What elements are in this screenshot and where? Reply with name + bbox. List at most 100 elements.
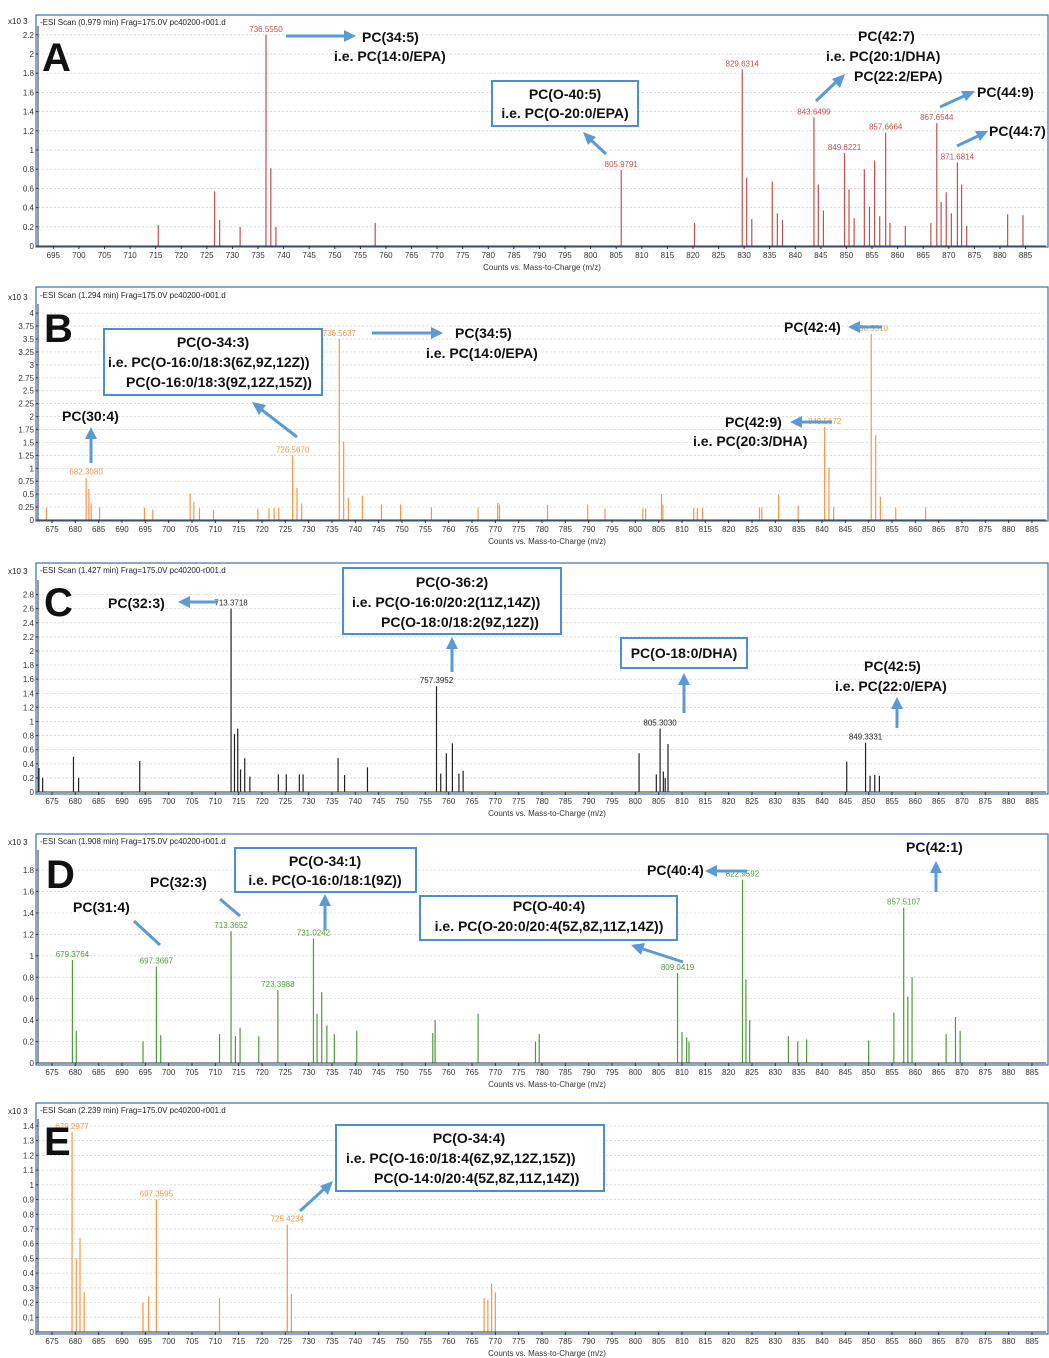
x-tick-label: 780 (535, 1337, 549, 1346)
x-tick-label: 705 (185, 797, 199, 806)
panel-b-annot-pc42-4: PC(42:4) (784, 319, 882, 335)
peak-label: 822.9592 (726, 870, 760, 879)
x-tick-label: 840 (815, 1337, 829, 1346)
annot-line: i.e. PC(20:1/DHA) (826, 48, 940, 64)
x-tick-label: 805 (652, 1068, 666, 1077)
x-tick-label: 750 (328, 251, 342, 260)
x-tick-label: 760 (379, 251, 393, 260)
x-tick-label: 865 (932, 525, 946, 534)
y-tick-label: 1 (30, 464, 35, 473)
x-tick-label: 805 (652, 1337, 666, 1346)
arrow-head-icon (446, 637, 458, 649)
y-tick-label: 2.4 (23, 619, 35, 628)
x-tick-label: 700 (162, 797, 176, 806)
x-tick-label: 805 (652, 525, 666, 534)
peak-label: 871.6814 (941, 152, 975, 161)
x-tick-label: 680 (69, 525, 83, 534)
x-tick-label: 840 (815, 1068, 829, 1077)
annot-line: i.e. PC(O-16:0/18:4(6Z,9Z,12Z,15Z)) (346, 1150, 576, 1166)
x-tick-label: 865 (932, 1068, 946, 1077)
annot-box (620, 637, 748, 669)
panel-c-letter: C (44, 581, 73, 625)
x-tick-label: 870 (942, 251, 956, 260)
x-tick-label: 685 (92, 1068, 106, 1077)
arrow-up-left-icon (589, 138, 608, 156)
y-tick-label: 0.6 (23, 995, 35, 1004)
x-tick-label: 765 (465, 1337, 479, 1346)
x-tick-label: 865 (932, 1337, 946, 1346)
x-tick-label: 785 (559, 797, 573, 806)
y-tick-label: 0.2 (23, 774, 35, 783)
annot-line: PC(42:5) (864, 658, 921, 674)
y-tick-label: 0.6 (23, 1240, 35, 1249)
x-tick-label: 840 (815, 525, 829, 534)
x-tick-label: 850 (862, 1337, 876, 1346)
peak-label: 713.3718 (214, 599, 248, 608)
x-tick-label: 730 (302, 1337, 316, 1346)
y-tick-label: 1.8 (23, 69, 35, 78)
arrow-up-right-icon (956, 134, 979, 148)
x-tick-label: 730 (302, 525, 316, 534)
y-tick-label: 1.4 (23, 909, 35, 918)
y-tick-label: 0.4 (23, 760, 35, 769)
x-tick-label: 750 (395, 1337, 409, 1346)
x-tick-label: 720 (255, 1337, 269, 1346)
y-tick-label: 1.5 (23, 438, 35, 447)
x-tick-label: 785 (559, 525, 573, 534)
arrow-head-icon (790, 416, 802, 428)
x-tick-label: 730 (302, 1068, 316, 1077)
y-tick-label: 2.25 (18, 400, 34, 409)
y-tick-label: 0.8 (23, 732, 35, 741)
x-tick-label: 755 (419, 1068, 433, 1077)
y-tick-label: 0.7 (23, 1225, 35, 1234)
x-tick-label: 860 (909, 1068, 923, 1077)
panel-b-annot-pc-o34-3: PC(O-34:3) i.e. PC(O-16:0/18:3(6Z,9Z,12Z… (103, 328, 323, 439)
y-tick-label: 1 (30, 952, 35, 961)
x-tick-label: 685 (92, 1337, 106, 1346)
y-tick-label: 2.5 (23, 387, 35, 396)
arrow-up-left-icon (642, 947, 684, 964)
y-tick-label: 3.75 (18, 322, 34, 331)
x-tick-label: 775 (512, 1337, 526, 1346)
x-tick-label: 675 (45, 1337, 59, 1346)
y-tick-label: 1.1 (23, 1166, 35, 1175)
x-tick-label: 850 (862, 525, 876, 534)
x-tick-label: 740 (349, 1068, 363, 1077)
x-tick-label: 700 (162, 1337, 176, 1346)
peak-label: 849.6221 (828, 143, 862, 152)
y-tick-label: 2 (30, 50, 35, 59)
x-tick-label: 845 (839, 797, 853, 806)
y-tick-label: 1.2 (23, 703, 35, 712)
y-tick-label: 3 (30, 361, 35, 370)
y-tick-label: 0.9 (23, 1196, 35, 1205)
x-tick-label: 800 (629, 1068, 643, 1077)
x-tick-label: 755 (419, 525, 433, 534)
panel-e-annot-pc-o34-4: PC(O-34:4) i.e. PC(O-16:0/18:4(6Z,9Z,12Z… (298, 1124, 605, 1213)
annot-line: i.e. PC(14:0/EPA) (426, 345, 538, 361)
x-tick-label: 855 (885, 797, 899, 806)
panel-a-annot-pc34-5: PC(34:5) i.e. PC(14:0/EPA) (286, 29, 446, 64)
panel-c-header: -ESI Scan (1.427 min) Frag=175.0V pc4020… (40, 566, 226, 575)
x-tick-label: 820 (722, 1337, 736, 1346)
x-tick-label: 815 (661, 251, 675, 260)
x-tick-label: 795 (605, 525, 619, 534)
x-tick-label: 755 (419, 797, 433, 806)
x-tick-label: 760 (442, 1068, 456, 1077)
y-tick-label: 3.25 (18, 348, 34, 357)
x-tick-label: 710 (209, 525, 223, 534)
panel-c-scale: x10 3 (8, 567, 28, 576)
x-tick-label: 685 (92, 797, 106, 806)
annot-line: PC(O-34:3) (177, 334, 249, 350)
x-tick-label: 735 (325, 1337, 339, 1346)
y-tick-label: 1.2 (23, 127, 35, 136)
x-tick-label: 865 (932, 797, 946, 806)
panel-a-annot-pc44-9: PC(44:9) (939, 84, 1034, 109)
x-tick-label: 790 (582, 1068, 596, 1077)
y-tick-label: 2 (30, 647, 35, 656)
annot-line: PC(32:3) (108, 595, 165, 611)
y-tick-label: 0.8 (23, 973, 35, 982)
panel-a-header: -ESI Scan (0.979 min) Frag=175.0V pc4020… (40, 18, 226, 27)
x-tick-label: 715 (232, 1337, 246, 1346)
x-tick-label: 740 (277, 251, 291, 260)
x-tick-label: 735 (325, 797, 339, 806)
